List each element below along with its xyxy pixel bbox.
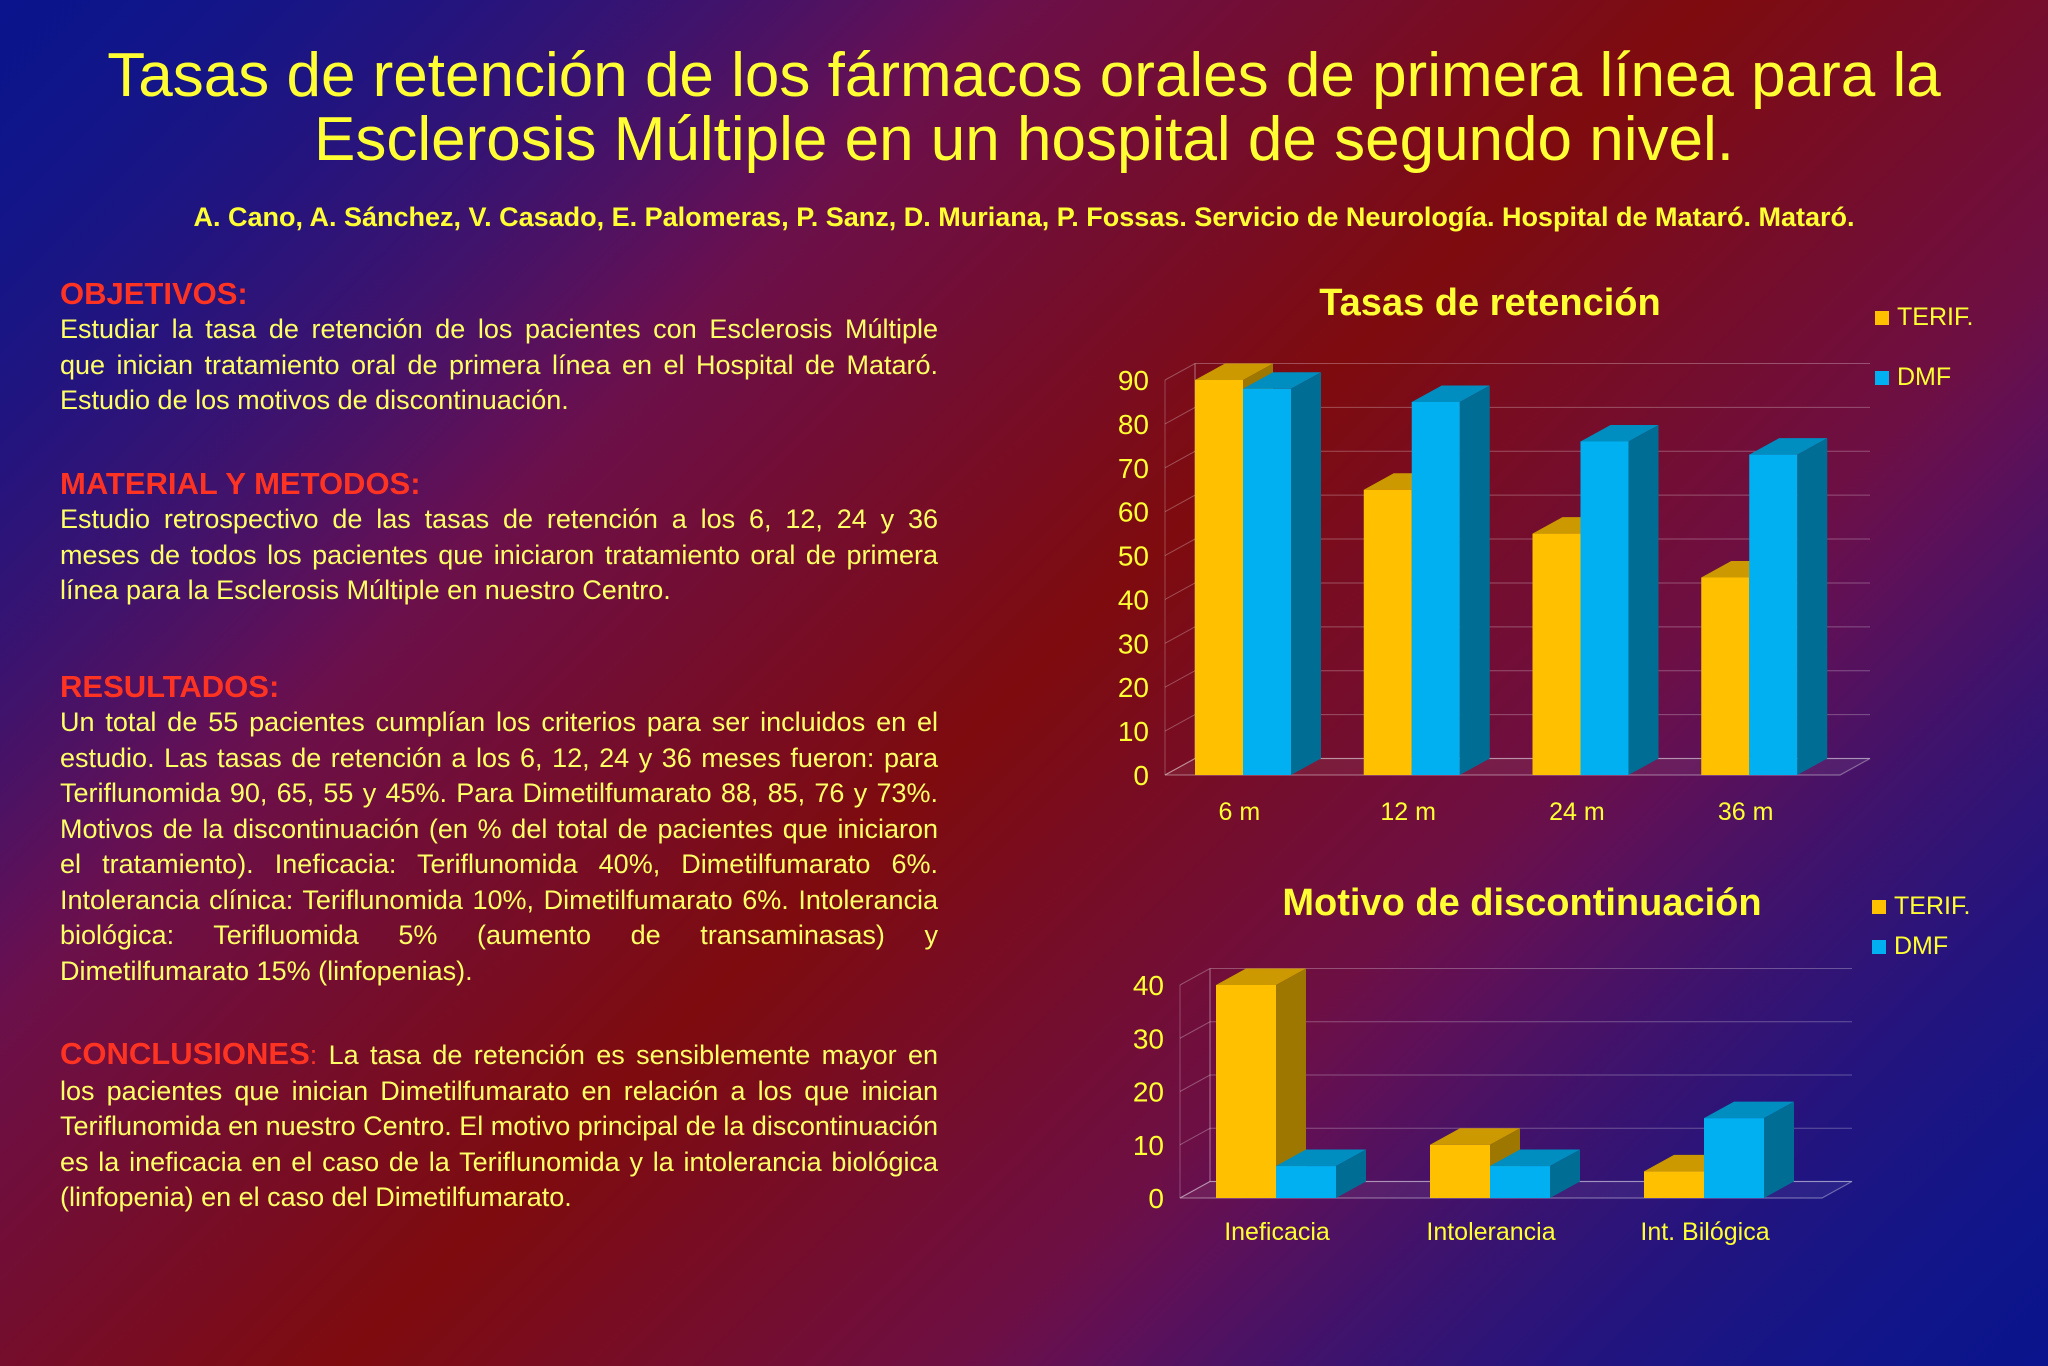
chart-y-tick-label: 30 <box>1118 628 1149 659</box>
heading-conclusiones-colon: : <box>309 1040 318 1070</box>
chart-category-label: 6 m <box>1219 798 1261 826</box>
heading-conclusiones: CONCLUSIONES <box>60 1036 310 1071</box>
bar <box>1704 1118 1764 1198</box>
bar <box>1430 1144 1490 1198</box>
bar <box>1195 380 1243 775</box>
bar <box>1243 388 1291 775</box>
bar-top <box>1243 372 1321 389</box>
chart-gridline <box>1179 968 1852 986</box>
bar-side <box>1336 1149 1366 1198</box>
legend-swatch <box>1875 311 1889 325</box>
heading-objetivos: OBJETIVOS: <box>60 276 248 311</box>
chart-category-label: 36 m <box>1718 798 1774 826</box>
chart-gridline <box>1179 1127 1852 1146</box>
bar-top <box>1195 363 1273 380</box>
bar-top <box>1490 1149 1580 1167</box>
bar-top <box>1580 424 1659 442</box>
section-objetivos: OBJETIVOS: Estudiar la tasa de retención… <box>60 276 938 419</box>
bar <box>1490 1166 1550 1198</box>
conclusiones-body: La tasa de retención es sensiblemente ma… <box>60 1040 938 1212</box>
chart-gridline <box>1164 363 1870 381</box>
chart-category-label: 24 m <box>1549 798 1605 826</box>
retention-chart: Tasas de retención 0 10 20 30 40 50 60 70 80 90 6 m… <box>1118 282 1974 826</box>
chart-y-tick-label: 80 <box>1118 409 1149 440</box>
bar-side <box>1550 1149 1580 1198</box>
discontinuation-chart: Motivo de discontinuación 0 10 20 30 40 Inefic… <box>1133 882 1971 1246</box>
chart-y-tick-label: 30 <box>1133 1023 1164 1054</box>
section-material: MATERIAL Y METODOS: Estudio retrospectiv… <box>60 466 938 609</box>
bar-side <box>1459 385 1490 775</box>
chart-category-label: 12 m <box>1380 798 1436 826</box>
section-conclusiones: CONCLUSIONES: La tasa de retención es se… <box>60 1036 938 1216</box>
legend-swatch <box>1872 900 1886 914</box>
bar <box>1363 489 1412 775</box>
bar <box>1411 401 1460 775</box>
chart-y-tick-label: 70 <box>1118 453 1149 484</box>
chart-y-tick-label: 0 <box>1148 1183 1164 1214</box>
chart-y-tick-label: 10 <box>1133 1130 1164 1161</box>
bar-side <box>1276 968 1306 1198</box>
text-conclusiones: CONCLUSIONES: La tasa de retención es se… <box>60 1036 938 1216</box>
bar <box>1580 441 1629 775</box>
bar-top <box>1430 1128 1520 1145</box>
chart-y-tick-label: 60 <box>1118 497 1149 528</box>
chart-gridline <box>1179 1021 1852 1039</box>
chart-category-label: Intolerancia <box>1426 1218 1555 1246</box>
chart-title: Tasas de retención <box>1319 282 1660 324</box>
bar <box>1276 1166 1336 1198</box>
chart-y-tick-label: 10 <box>1118 716 1149 747</box>
chart-y-tick-label: 40 <box>1133 970 1164 1001</box>
chart-title: Motivo de discontinuación <box>1282 882 1761 924</box>
legend-swatch <box>1875 371 1889 385</box>
poster-title: Tasas de retención de los fármacos orale… <box>107 41 1941 174</box>
bar-top <box>1749 438 1828 455</box>
chart-y-tick-label: 40 <box>1118 584 1149 615</box>
text-objetivos: Estudiar la tasa de retención de los pac… <box>60 314 938 415</box>
bar-top <box>1216 968 1306 985</box>
text-resultados: Un total de 55 pacientes cumplían los cr… <box>60 707 938 986</box>
bar-top <box>1411 385 1490 402</box>
legend-swatch <box>1872 940 1886 954</box>
section-resultados: RESULTADOS: Un total de 55 pacientes cum… <box>60 669 938 989</box>
bar <box>1701 577 1750 775</box>
text-material: Estudio retrospectivo de las tasas de re… <box>60 504 938 605</box>
bar-side <box>1797 438 1828 775</box>
chart-gridline <box>1179 1074 1852 1092</box>
bar-side <box>1628 424 1659 775</box>
bar-side <box>1291 372 1321 775</box>
chart-y-tick-label: 50 <box>1118 541 1149 572</box>
bar <box>1532 533 1581 775</box>
bar-side <box>1764 1101 1794 1198</box>
chart-y-tick-label: 20 <box>1118 672 1149 703</box>
legend-label: DMF <box>1897 363 1951 391</box>
bar <box>1749 454 1798 775</box>
bar-top <box>1704 1101 1794 1119</box>
heading-resultados: RESULTADOS: <box>60 669 280 704</box>
legend-label: DMF <box>1894 932 1948 960</box>
chart-y-tick-label: 90 <box>1118 365 1149 396</box>
chart-category-label: Ineficacia <box>1224 1218 1330 1246</box>
legend-label: TERIF. <box>1897 303 1973 331</box>
chart-y-tick-label: 0 <box>1133 760 1149 791</box>
chart-category-label: Int. Bilógica <box>1640 1218 1769 1246</box>
bar <box>1644 1171 1704 1198</box>
legend-label: TERIF. <box>1894 892 1970 920</box>
bar <box>1216 985 1276 1198</box>
chart-y-tick-label: 20 <box>1133 1077 1164 1108</box>
authors-line: A. Cano, A. Sánchez, V. Casado, E. Palom… <box>193 202 1855 232</box>
heading-material: MATERIAL Y METODOS: <box>60 466 421 501</box>
bar-top <box>1276 1149 1366 1167</box>
chart-gridline <box>1179 1181 1852 1199</box>
